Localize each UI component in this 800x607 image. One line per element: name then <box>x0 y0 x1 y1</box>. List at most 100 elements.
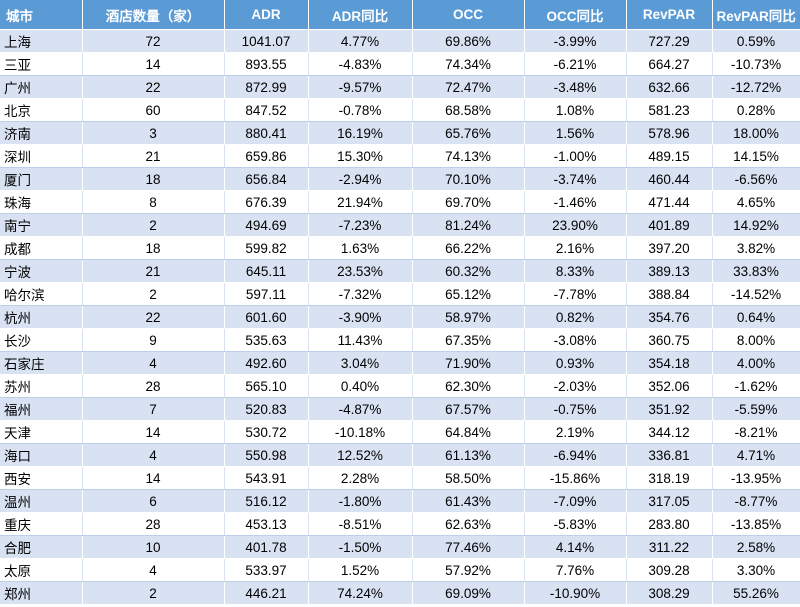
cell-occ: 74.34% <box>412 52 525 76</box>
cell-revpar: 317.05 <box>626 489 713 513</box>
cell-adr: 401.78 <box>224 535 309 559</box>
cell-adr-yoy: -1.50% <box>308 535 413 559</box>
cell-revpar: 664.27 <box>626 52 713 76</box>
cell-revpar-yoy: -8.77% <box>712 489 800 513</box>
header-occ: OCC <box>412 0 525 30</box>
cell-city: 杭州 <box>0 305 83 329</box>
table-row: 上海 72 1041.07 4.77% 69.86% -3.99% 727.29 0.59% <box>0 29 800 53</box>
cell-hotel-count: 21 <box>82 259 225 283</box>
cell-city: 成都 <box>0 236 83 260</box>
cell-adr: 601.60 <box>224 305 309 329</box>
cell-revpar-yoy: 0.64% <box>712 305 800 329</box>
cell-city: 天津 <box>0 420 83 444</box>
cell-adr-yoy: -0.78% <box>308 98 413 122</box>
cell-occ-yoy: -10.90% <box>524 581 627 605</box>
cell-hotel-count: 18 <box>82 236 225 260</box>
cell-city: 苏州 <box>0 374 83 398</box>
cell-revpar-yoy: 33.83% <box>712 259 800 283</box>
cell-revpar-yoy: 2.58% <box>712 535 800 559</box>
cell-occ-yoy: -7.78% <box>524 282 627 306</box>
cell-adr: 656.84 <box>224 167 309 191</box>
cell-occ-yoy: -6.21% <box>524 52 627 76</box>
cell-occ-yoy: -0.75% <box>524 397 627 421</box>
cell-revpar: 581.23 <box>626 98 713 122</box>
table-row: 厦门 18 656.84 -2.94% 70.10% -3.74% 460.44 -6.56% <box>0 167 800 191</box>
cell-hotel-count: 2 <box>82 282 225 306</box>
cell-city: 北京 <box>0 98 83 122</box>
cell-revpar: 489.15 <box>626 144 713 168</box>
cell-adr-yoy: 2.28% <box>308 466 413 490</box>
table-row: 苏州 28 565.10 0.40% 62.30% -2.03% 352.06 -1.62% <box>0 374 800 398</box>
cell-adr-yoy: 1.63% <box>308 236 413 260</box>
cell-adr: 520.83 <box>224 397 309 421</box>
table-header: 城市 酒店数量（家） ADR ADR同比 OCC OCC同比 RevPAR Re… <box>0 0 800 30</box>
cell-occ-yoy: -3.08% <box>524 328 627 352</box>
header-hotel-count: 酒店数量（家） <box>82 0 225 30</box>
cell-occ: 67.57% <box>412 397 525 421</box>
cell-occ-yoy: -3.99% <box>524 29 627 53</box>
cell-adr: 492.60 <box>224 351 309 375</box>
cell-occ-yoy: -1.46% <box>524 190 627 214</box>
cell-hotel-count: 4 <box>82 558 225 582</box>
cell-adr: 645.11 <box>224 259 309 283</box>
cell-adr: 676.39 <box>224 190 309 214</box>
cell-occ: 58.97% <box>412 305 525 329</box>
table-row: 福州 7 520.83 -4.87% 67.57% -0.75% 351.92 -5.59% <box>0 397 800 421</box>
cell-city: 厦门 <box>0 167 83 191</box>
table-row: 珠海 8 676.39 21.94% 69.70% -1.46% 471.44 4.65% <box>0 190 800 214</box>
cell-city: 重庆 <box>0 512 83 536</box>
cell-revpar: 351.92 <box>626 397 713 421</box>
cell-revpar-yoy: -10.73% <box>712 52 800 76</box>
cell-revpar-yoy: 4.65% <box>712 190 800 214</box>
table-row: 哈尔滨 2 597.11 -7.32% 65.12% -7.78% 388.84 -14.52… <box>0 282 800 306</box>
cell-occ-yoy: 2.16% <box>524 236 627 260</box>
header-revpar-yoy: RevPAR同比 <box>712 0 800 30</box>
table-row: 杭州 22 601.60 -3.90% 58.97% 0.82% 354.76 0.64% <box>0 305 800 329</box>
cell-city: 太原 <box>0 558 83 582</box>
cell-revpar-yoy: -5.59% <box>712 397 800 421</box>
cell-adr: 599.82 <box>224 236 309 260</box>
cell-occ: 58.50% <box>412 466 525 490</box>
table-body: 上海 72 1041.07 4.77% 69.86% -3.99% 727.29 0.59% 三… <box>0 29 800 605</box>
cell-revpar-yoy: -13.95% <box>712 466 800 490</box>
table-row: 海口 4 550.98 12.52% 61.13% -6.94% 336.81 4.71% <box>0 443 800 467</box>
table-row: 北京 60 847.52 -0.78% 68.58% 1.08% 581.23 0.28% <box>0 98 800 122</box>
header-revpar: RevPAR <box>626 0 713 30</box>
table-row: 太原 4 533.97 1.52% 57.92% 7.76% 309.28 3.30% <box>0 558 800 582</box>
table-row: 济南 3 880.41 16.19% 65.76% 1.56% 578.96 18.00% <box>0 121 800 145</box>
cell-city: 合肥 <box>0 535 83 559</box>
cell-revpar: 336.81 <box>626 443 713 467</box>
cell-occ: 69.09% <box>412 581 525 605</box>
cell-occ-yoy: 0.93% <box>524 351 627 375</box>
cell-occ: 68.58% <box>412 98 525 122</box>
table-row: 温州 6 516.12 -1.80% 61.43% -7.09% 317.05 -8.77% <box>0 489 800 513</box>
cell-adr-yoy: -10.18% <box>308 420 413 444</box>
cell-adr-yoy: 21.94% <box>308 190 413 214</box>
cell-revpar: 283.80 <box>626 512 713 536</box>
cell-revpar-yoy: 4.71% <box>712 443 800 467</box>
cell-hotel-count: 9 <box>82 328 225 352</box>
cell-adr: 847.52 <box>224 98 309 122</box>
cell-revpar-yoy: 4.00% <box>712 351 800 375</box>
cell-revpar: 397.20 <box>626 236 713 260</box>
cell-occ-yoy: -15.86% <box>524 466 627 490</box>
cell-revpar: 460.44 <box>626 167 713 191</box>
cell-occ: 61.43% <box>412 489 525 513</box>
cell-revpar-yoy: 0.28% <box>712 98 800 122</box>
cell-occ-yoy: 2.19% <box>524 420 627 444</box>
table-row: 长沙 9 535.63 11.43% 67.35% -3.08% 360.75 8.00% <box>0 328 800 352</box>
cell-occ-yoy: 8.33% <box>524 259 627 283</box>
cell-revpar-yoy: 3.30% <box>712 558 800 582</box>
cell-revpar: 354.18 <box>626 351 713 375</box>
cell-occ-yoy: -1.00% <box>524 144 627 168</box>
cell-city: 石家庄 <box>0 351 83 375</box>
cell-hotel-count: 72 <box>82 29 225 53</box>
cell-revpar-yoy: 18.00% <box>712 121 800 145</box>
cell-adr-yoy: -3.90% <box>308 305 413 329</box>
cell-city: 长沙 <box>0 328 83 352</box>
cell-hotel-count: 14 <box>82 466 225 490</box>
cell-occ-yoy: 1.56% <box>524 121 627 145</box>
header-adr-yoy: ADR同比 <box>308 0 413 30</box>
cell-occ-yoy: 1.08% <box>524 98 627 122</box>
